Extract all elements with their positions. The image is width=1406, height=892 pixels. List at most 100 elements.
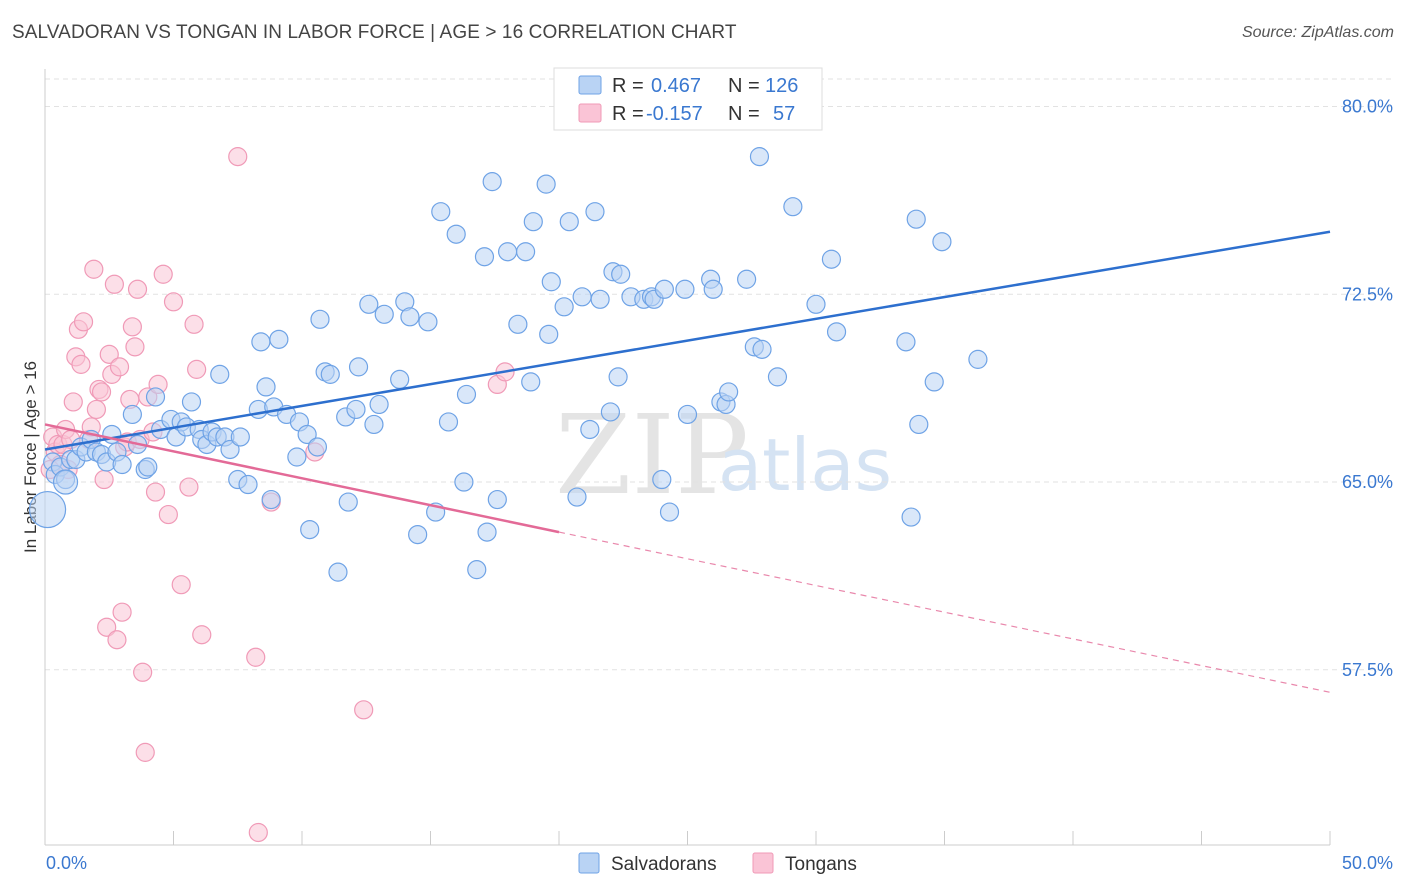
series-legend: Salvadorans Tongans xyxy=(578,852,857,875)
salvadoran-point xyxy=(508,314,528,334)
salvadoran-point xyxy=(390,369,410,389)
tongan-point xyxy=(163,292,184,312)
salvadoran-point xyxy=(269,329,289,349)
salvadoran-point xyxy=(752,339,772,359)
tongan-point xyxy=(246,647,266,667)
salvadoran-point xyxy=(783,197,803,217)
salvadoran-point xyxy=(590,289,610,309)
salvadoran-point xyxy=(256,377,276,397)
salvadoran-point xyxy=(408,524,428,545)
salvadoran-point xyxy=(821,249,842,269)
salvadoran-point xyxy=(251,332,271,352)
legend-n-label-salvadorans: N = xyxy=(728,75,760,97)
salvadoran-point xyxy=(446,224,466,244)
legend-swatch-salvadorans xyxy=(578,75,602,95)
salvadoran-point xyxy=(703,279,723,299)
salvadoran-point xyxy=(968,349,988,369)
salvadoran-point xyxy=(181,392,202,412)
tongan-point xyxy=(187,359,207,379)
salvadoran-point xyxy=(138,457,158,477)
tongan-point xyxy=(84,259,104,279)
tongan-point xyxy=(133,662,153,682)
salvadoran-point xyxy=(932,232,952,252)
salvadoran-point xyxy=(145,387,166,407)
salvadoran-point xyxy=(539,324,559,344)
y-tick-label: 72.5% xyxy=(1342,284,1393,304)
y-tick-label: 57.5% xyxy=(1342,660,1393,680)
salvadoran-point xyxy=(400,307,420,327)
tongan-point xyxy=(86,399,107,420)
salvadoran-point xyxy=(559,212,579,232)
salvadoran-point xyxy=(654,279,674,299)
salvadoran-point xyxy=(567,487,587,507)
tongan-point xyxy=(158,504,178,525)
salvadoran-point xyxy=(112,454,132,475)
bottom-legend-swatch-tongans xyxy=(752,852,774,874)
trendline-tongans xyxy=(44,423,560,534)
salvadoran-point xyxy=(523,212,543,232)
tongan-point xyxy=(354,700,374,720)
salvadoran-point xyxy=(585,202,605,222)
trendlines xyxy=(44,230,1331,693)
tongan-point xyxy=(99,344,119,364)
tongan-point xyxy=(63,392,83,412)
salvadoran-point xyxy=(210,364,230,384)
tongan-point xyxy=(104,274,124,294)
salvadoran-point xyxy=(719,382,739,402)
salvadoran-point xyxy=(456,384,477,405)
salvadoran-point xyxy=(338,492,358,512)
salvadoran-point xyxy=(611,264,631,284)
tongan-point xyxy=(171,575,191,595)
salvadoran-point xyxy=(454,472,474,492)
tongan-point xyxy=(228,147,248,167)
bottom-legend-swatch-salvadorans xyxy=(578,852,600,874)
y-axis-tick-labels: 57.5% 65.0% 72.5% 80.0% xyxy=(1342,97,1393,680)
salvadoran-point xyxy=(767,367,788,387)
tongan-point xyxy=(179,477,199,497)
salvadoran-point xyxy=(300,519,320,540)
stats-legend: R = 0.467 N = 126 R = -0.157 N = 57 xyxy=(553,67,823,131)
tongan-point xyxy=(145,482,166,502)
salvadoran-point xyxy=(467,560,487,580)
salvadoran-point xyxy=(364,414,384,435)
salvadoran-point xyxy=(418,312,438,332)
salvadoran-point xyxy=(652,469,672,490)
salvadoran-point xyxy=(906,209,926,229)
source-credit: Source: ZipAtlas.com xyxy=(1241,24,1394,41)
tongan-point xyxy=(122,317,142,337)
tongan-point xyxy=(135,742,155,762)
salvadoran-point xyxy=(659,502,680,522)
salvadoran-point xyxy=(474,247,495,267)
salvadoran-point xyxy=(901,507,921,527)
salvadoran-point xyxy=(826,322,847,342)
salvadoran-point xyxy=(572,287,592,307)
salvadoran-point xyxy=(320,364,340,384)
salvadoran-point xyxy=(369,394,389,415)
salvadoran-point xyxy=(359,294,379,314)
salvadoran-point xyxy=(122,404,142,425)
salvadoran-point xyxy=(806,294,826,314)
salvadoran-point xyxy=(261,489,281,510)
salvadoran-point xyxy=(348,357,369,377)
tongan-point xyxy=(109,357,130,377)
tongan-point xyxy=(71,354,91,374)
salvadoran-point xyxy=(675,279,695,299)
x-tick-label-max: 50.0% xyxy=(1342,853,1393,873)
salvadoran-point xyxy=(541,272,561,292)
salvadoran-point xyxy=(515,242,536,262)
salvadoran-point xyxy=(896,332,916,352)
salvadoran-point xyxy=(498,242,518,262)
gridlines xyxy=(45,78,1393,671)
bottom-legend-label-tongans: Tongans xyxy=(785,854,857,875)
tongan-point xyxy=(91,382,112,402)
salvadoran-point xyxy=(477,522,497,542)
trendline-salvadorans xyxy=(44,230,1331,451)
salvadoran-point xyxy=(328,562,348,582)
salvadoran-point xyxy=(28,490,67,529)
y-tick-label: 65.0% xyxy=(1342,472,1393,492)
salvadoran-point xyxy=(346,399,366,420)
salvadoran-point xyxy=(554,297,574,317)
legend-n-label-tongans: N = xyxy=(728,103,760,125)
tongan-point xyxy=(94,469,114,490)
salvadoran-point xyxy=(487,489,507,510)
